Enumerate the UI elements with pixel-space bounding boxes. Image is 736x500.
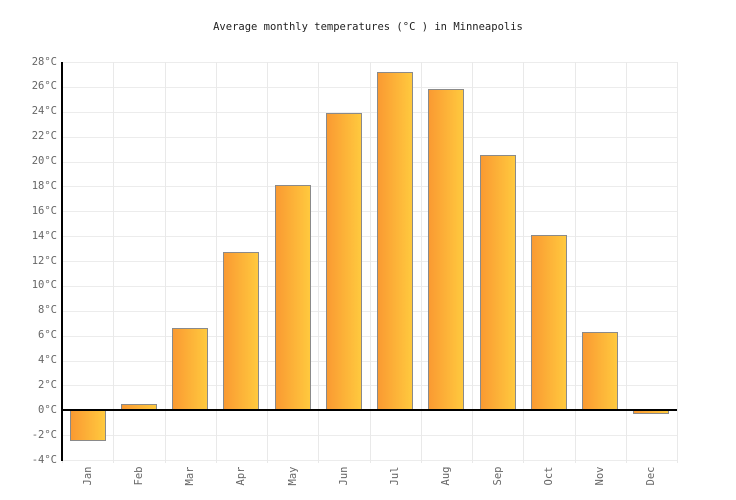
zero-axis-line <box>62 409 677 412</box>
x-tick-label: Apr <box>235 466 248 486</box>
gridline-vertical <box>677 62 678 463</box>
y-tick-label: 18°C <box>31 179 57 192</box>
x-tick-label: Sep <box>491 466 504 486</box>
y-tick-label: 16°C <box>31 204 57 217</box>
bar-aug <box>428 89 465 411</box>
x-tick-label: May <box>286 466 299 486</box>
bar-sep <box>479 155 516 411</box>
bar-oct <box>530 234 567 411</box>
y-tick-label: -2°C <box>31 428 57 441</box>
bar-jul <box>377 71 414 411</box>
y-tick-label: 8°C <box>38 304 57 317</box>
y-tick-label: 22°C <box>31 130 57 143</box>
y-tick-label: 6°C <box>38 329 57 342</box>
gridline-vertical <box>523 62 525 463</box>
plot-area <box>61 62 678 463</box>
x-tick-label: Feb <box>132 466 145 486</box>
bar-nov <box>582 331 619 411</box>
x-tick-label: Aug <box>440 466 453 486</box>
x-tick-label: Oct <box>542 466 555 486</box>
y-tick-label: 26°C <box>31 80 57 93</box>
y-tick-label: 24°C <box>31 105 57 118</box>
gridline-vertical <box>164 62 166 463</box>
chart-title: Average monthly temperatures (°C ) in Mi… <box>213 21 523 33</box>
gridline-vertical <box>267 62 268 463</box>
bar-apr <box>223 252 260 411</box>
y-tick-label: 20°C <box>31 155 57 167</box>
x-tick-label: Nov <box>594 466 607 486</box>
bar-mar <box>172 328 209 411</box>
y-tick-label: 10°C <box>31 279 57 292</box>
x-tick-label: Jul <box>389 466 402 486</box>
y-tick-label: 2°C <box>38 378 57 391</box>
y-tick-label: -4°C <box>31 453 57 466</box>
x-tick-label: Jan <box>81 466 94 486</box>
gridline-vertical <box>420 62 422 463</box>
y-tick-label: 0°C <box>38 403 57 416</box>
gridline-vertical <box>113 62 115 463</box>
gridline-vertical <box>215 62 217 463</box>
bar-may <box>274 185 311 411</box>
x-tick-label: Jun <box>337 466 350 486</box>
bar-jan <box>69 410 106 442</box>
gridline-vertical <box>574 62 576 463</box>
gridline-vertical <box>318 62 320 463</box>
y-tick-label: 4°C <box>38 354 57 366</box>
y-tick-label: 14°C <box>31 229 57 242</box>
bar-jun <box>325 112 362 411</box>
y-tick-label: 28°C <box>31 55 57 68</box>
x-tick-label: Dec <box>645 466 658 486</box>
gridline-vertical <box>625 62 627 463</box>
y-tick-label: 12°C <box>31 254 57 267</box>
x-tick-label: Mar <box>184 466 197 486</box>
gridline-vertical <box>472 62 473 463</box>
y-axis-line <box>61 62 63 461</box>
gridline-vertical <box>369 62 371 463</box>
